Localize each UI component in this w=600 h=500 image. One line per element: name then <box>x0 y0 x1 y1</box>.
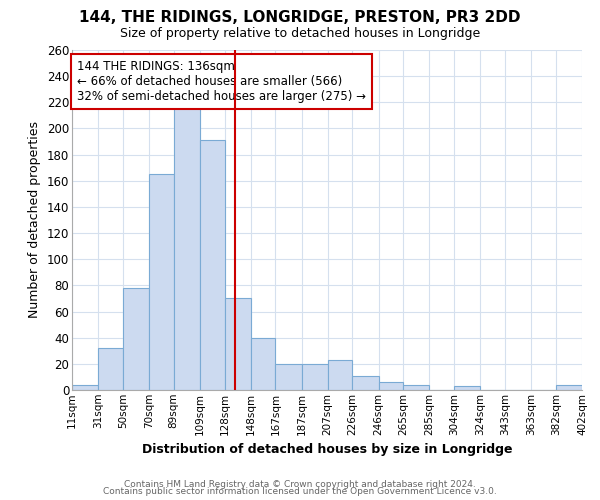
Text: Contains HM Land Registry data © Crown copyright and database right 2024.: Contains HM Land Registry data © Crown c… <box>124 480 476 489</box>
Bar <box>200 140 224 390</box>
Text: 144, THE RIDINGS, LONGRIDGE, PRESTON, PR3 2DD: 144, THE RIDINGS, LONGRIDGE, PRESTON, PR… <box>79 10 521 25</box>
Bar <box>224 298 251 390</box>
Bar <box>251 338 275 390</box>
Bar <box>556 385 582 390</box>
Y-axis label: Number of detached properties: Number of detached properties <box>28 122 41 318</box>
Bar <box>403 385 430 390</box>
Bar <box>379 382 403 390</box>
Bar <box>174 104 200 390</box>
Bar <box>149 174 174 390</box>
Bar <box>302 364 328 390</box>
Bar <box>123 288 149 390</box>
Bar <box>72 385 98 390</box>
Text: Size of property relative to detached houses in Longridge: Size of property relative to detached ho… <box>120 28 480 40</box>
Bar <box>328 360 352 390</box>
Bar <box>454 386 480 390</box>
X-axis label: Distribution of detached houses by size in Longridge: Distribution of detached houses by size … <box>142 443 512 456</box>
Bar <box>98 348 123 390</box>
Text: Contains public sector information licensed under the Open Government Licence v3: Contains public sector information licen… <box>103 488 497 496</box>
Bar <box>275 364 302 390</box>
Text: 144 THE RIDINGS: 136sqm
← 66% of detached houses are smaller (566)
32% of semi-d: 144 THE RIDINGS: 136sqm ← 66% of detache… <box>77 60 366 103</box>
Bar <box>352 376 379 390</box>
